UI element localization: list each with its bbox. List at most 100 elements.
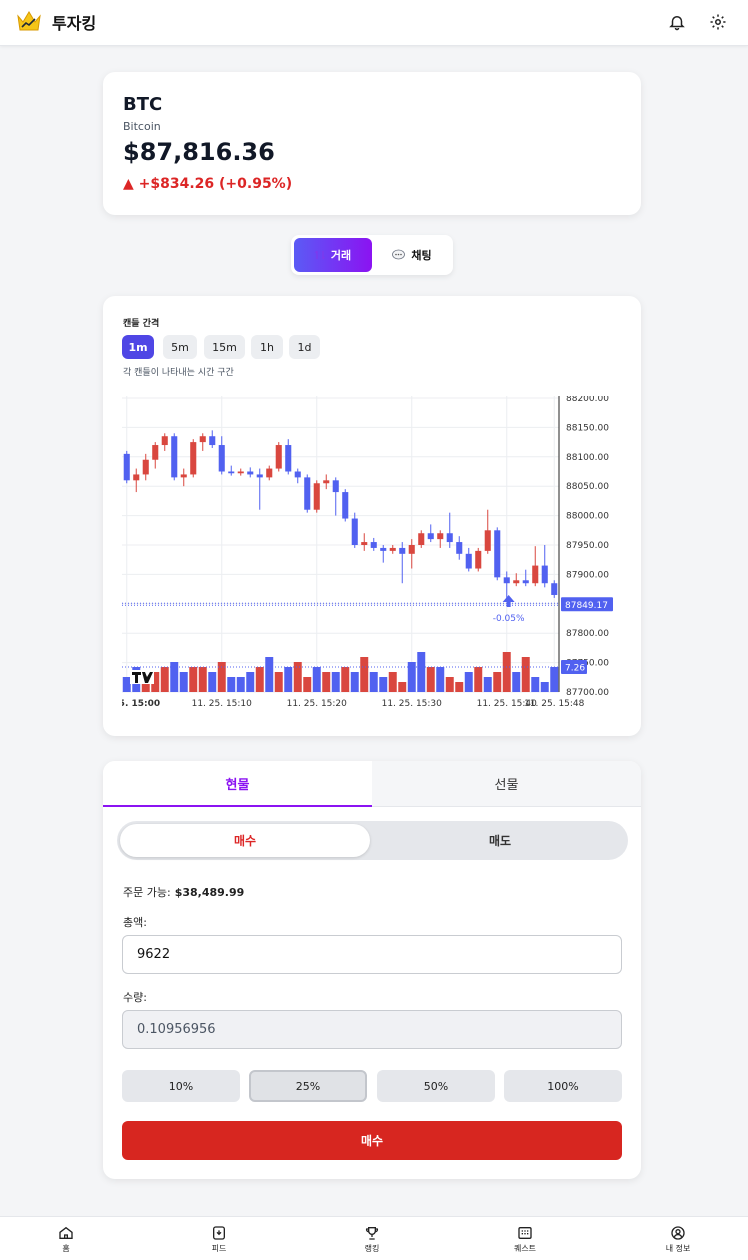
- volume-bar: [483, 677, 492, 692]
- feed-icon: [213, 1226, 225, 1240]
- buy-side-button[interactable]: 매수: [120, 824, 370, 857]
- candle-body: [171, 436, 178, 478]
- nav-quest-label: 퀘스트: [513, 1244, 537, 1253]
- app-title: 투자킹: [52, 14, 97, 33]
- volume-bar: [227, 677, 236, 692]
- interval-15m-button[interactable]: 15m: [204, 335, 245, 359]
- candle-body: [247, 471, 254, 475]
- total-amount-input[interactable]: [122, 935, 622, 974]
- volume-bar: [531, 677, 540, 692]
- candle-body: [161, 436, 168, 446]
- y-tick-label: 87900.00: [566, 570, 609, 580]
- candle-body: [266, 468, 273, 478]
- volume-bar: [312, 667, 321, 692]
- interval-1h-button[interactable]: 1h: [251, 335, 283, 359]
- percent-25-button[interactable]: 25%: [249, 1070, 367, 1102]
- volume-bar: [350, 672, 359, 692]
- volume-bar: [303, 677, 312, 692]
- speech-bubble-icon: [392, 249, 406, 260]
- interval-1m-button[interactable]: 1m: [122, 335, 154, 359]
- quantity-label: 수량:: [123, 991, 147, 1004]
- y-tick-label: 87800.00: [566, 629, 609, 639]
- candle-body: [256, 474, 263, 478]
- sell-side-button[interactable]: 매도: [488, 834, 512, 848]
- x-tick-label: 11. 25. 15:20: [287, 699, 348, 709]
- candle-body: [551, 583, 558, 595]
- candle-body: [152, 445, 159, 460]
- candle-body: [218, 445, 225, 472]
- candle-body: [380, 547, 387, 551]
- nav-home-label: 홈: [62, 1244, 70, 1253]
- nav-profile[interactable]: 내 정보: [648, 1225, 708, 1254]
- tab-spot[interactable]: 현물: [103, 761, 372, 807]
- candle-interval-title: 캔들 간격: [123, 319, 160, 329]
- trade-mode-button[interactable]: 거래: [294, 238, 372, 272]
- nav-ranking[interactable]: 랭킹: [342, 1225, 402, 1254]
- y-tick-label: 88150.00: [566, 423, 609, 433]
- volume-bar: [436, 667, 445, 692]
- last-price-tag: [561, 597, 613, 612]
- volume-bar: [265, 657, 274, 692]
- submit-buy-button[interactable]: 매수: [122, 1121, 622, 1160]
- tab-futures[interactable]: 선물: [372, 761, 641, 807]
- y-tick-label: 88200.00: [566, 396, 609, 404]
- candle-body: [446, 533, 453, 543]
- nav-home[interactable]: 홈: [36, 1225, 96, 1254]
- candle-body: [294, 471, 301, 478]
- asset-symbol: BTC: [123, 94, 163, 115]
- candle-body: [237, 471, 244, 474]
- volume-bar: [274, 672, 283, 692]
- candle-body: [456, 542, 463, 554]
- volume-bar: [189, 667, 198, 692]
- y-tick-label: 88000.00: [566, 512, 609, 522]
- candle-body: [190, 442, 197, 475]
- volume-bar: [388, 672, 397, 692]
- volume-bar: [369, 672, 378, 692]
- percent-10-button[interactable]: 10%: [122, 1070, 240, 1102]
- nav-profile-label: 내 정보: [665, 1244, 691, 1253]
- x-tick-label: 11. 25. 15:00: [122, 699, 160, 709]
- volume-tag: [561, 660, 587, 674]
- candle-body: [513, 580, 520, 584]
- candle-body: [351, 518, 358, 545]
- notification-bell-button[interactable]: [666, 11, 688, 33]
- volume-bar: [217, 662, 226, 692]
- candle-body: [494, 530, 501, 578]
- order-side-toggle: 매수 매도: [117, 821, 628, 860]
- bell-icon: [669, 16, 685, 31]
- user-circle-icon: [671, 1226, 685, 1240]
- candle-body: [522, 580, 529, 584]
- candle-body: [332, 480, 339, 493]
- percent-100-button[interactable]: 100%: [504, 1070, 622, 1102]
- volume-bar: [151, 672, 160, 692]
- candle-body: [418, 533, 425, 545]
- quantity-input[interactable]: [122, 1010, 622, 1049]
- chat-mode-button[interactable]: 채팅: [373, 238, 451, 272]
- volume-bar: [379, 677, 388, 692]
- last-price-label: 87849.17: [565, 601, 608, 611]
- nav-quest[interactable]: 퀘스트: [495, 1225, 555, 1254]
- nav-feed[interactable]: 피드: [189, 1225, 249, 1254]
- candle-body: [503, 577, 510, 584]
- settings-button[interactable]: [707, 11, 729, 33]
- volume-bar: [521, 657, 530, 692]
- candle-body: [180, 474, 187, 478]
- y-tick-label: 87950.00: [566, 541, 609, 551]
- interval-5m-button[interactable]: 5m: [163, 335, 197, 359]
- asset-price-card: BTC Bitcoin $87,816.36 ▲ +$834.26 (+0.95…: [103, 72, 641, 215]
- percent-50-button[interactable]: 50%: [377, 1070, 495, 1102]
- volume-bar: [474, 667, 483, 692]
- marker-arrow-icon: [502, 594, 515, 607]
- volume-bar: [341, 667, 350, 692]
- volume-bar: [493, 672, 502, 692]
- candle-body: [123, 453, 130, 481]
- candle-body: [342, 492, 349, 519]
- y-tick-label: 87750.00: [566, 659, 609, 669]
- volume-bar: [550, 667, 559, 692]
- volume-bar: [122, 677, 131, 692]
- candlestick-chart[interactable]: 88200.00 88150.00 88100.00 88050.00 88000.00…: [122, 396, 622, 716]
- chat-mode-label: 채팅: [411, 249, 432, 262]
- interval-1d-button[interactable]: 1d: [289, 335, 320, 359]
- candle-body: [275, 445, 282, 469]
- candle-body: [199, 436, 206, 443]
